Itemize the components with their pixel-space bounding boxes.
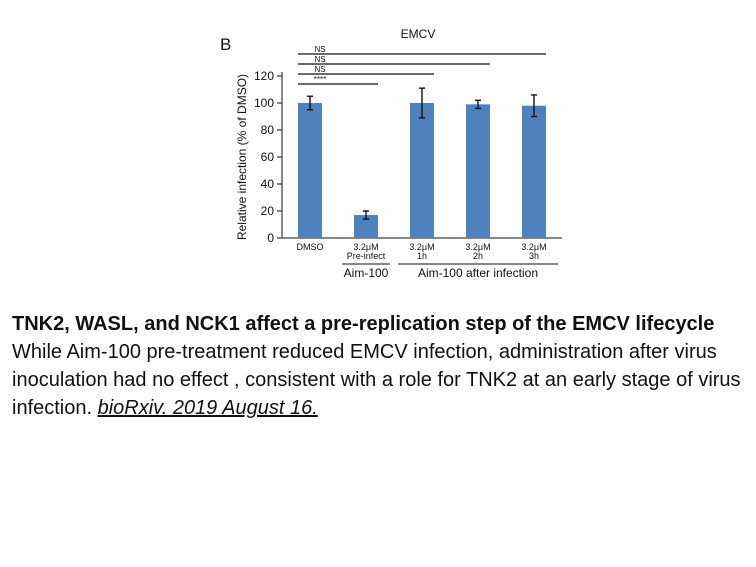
- x-tick-label: 3.2μM: [521, 242, 546, 252]
- panel-label: B: [220, 35, 231, 54]
- x-tick-label: DMSO: [297, 242, 324, 252]
- y-tick-label: 80: [261, 123, 275, 137]
- bar: [354, 215, 378, 238]
- bar-chart: B EMCV Relative infection (% of DMSO) 0 20 40…: [220, 27, 562, 280]
- chart-title: EMCV: [401, 27, 436, 41]
- significance-label: NS: [314, 65, 325, 74]
- bar: [298, 103, 322, 238]
- caption-title: TNK2, WASL, and NCK1 affect a pre-replic…: [12, 313, 715, 335]
- x-tick-label: 3.2μM: [409, 242, 434, 252]
- group-label: Aim-100 after infection: [418, 266, 538, 280]
- citation-link[interactable]: bioRxiv. 2019 August 16.: [97, 397, 318, 419]
- x-tick-sublabel: Pre-infect: [347, 251, 386, 261]
- x-tick-sublabel: 2h: [473, 251, 483, 261]
- y-tick-label: 40: [261, 177, 275, 191]
- x-tick-label: 3.2μM: [353, 242, 378, 252]
- bar: [410, 103, 434, 238]
- bar: [466, 104, 490, 238]
- y-tick-label: 120: [254, 69, 274, 83]
- bar: [522, 105, 546, 238]
- y-axis-label: Relative infection (% of DMSO): [235, 74, 249, 240]
- caption-body-container: While Aim-100 pre-treatment reduced EMCV…: [12, 338, 752, 422]
- y-tick-label: 0: [267, 231, 274, 245]
- y-tick-label: 20: [261, 204, 275, 218]
- x-tick-label: 3.2μM: [465, 242, 490, 252]
- significance-label: NS: [314, 45, 325, 54]
- caption-body: While Aim-100 pre-treatment reduced EMCV…: [12, 341, 741, 419]
- y-tick-label: 60: [261, 150, 275, 164]
- x-tick-sublabel: 3h: [529, 251, 539, 261]
- x-tick-sublabel: 1h: [417, 251, 427, 261]
- significance-label: ****: [314, 75, 326, 84]
- y-tick-label: 100: [254, 96, 274, 110]
- group-label: Aim-100: [344, 266, 389, 280]
- figure-panel: B EMCV Relative infection (% of DMSO) 0 20 40…: [200, 18, 580, 288]
- figure-caption: TNK2, WASL, and NCK1 affect a pre-replic…: [12, 310, 752, 422]
- significance-label: NS: [314, 55, 325, 64]
